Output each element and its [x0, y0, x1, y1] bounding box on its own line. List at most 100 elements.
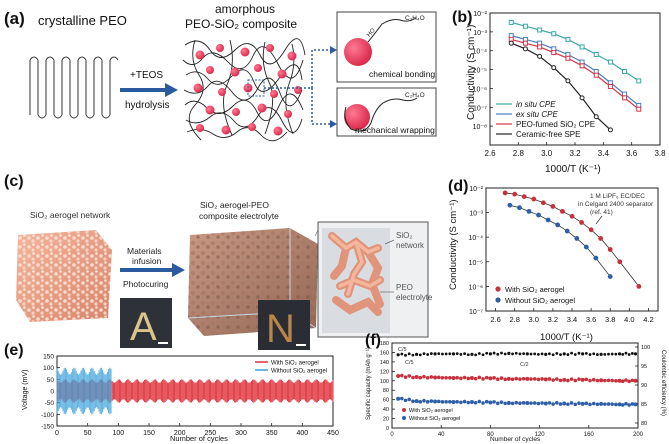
chart-f-y-tick-label: 180: [380, 341, 389, 347]
chart-d-x-tick-label: 3.2: [548, 315, 558, 324]
chart-b-point: [593, 51, 599, 57]
chart-b-point: [537, 27, 543, 33]
chart-e-y-tick-label: 150: [43, 354, 54, 361]
chart-b-point: [551, 65, 557, 71]
chart-f-point-fill: [624, 351, 628, 355]
chart-d-xlabel: 1000/T (K⁻¹): [540, 332, 593, 343]
chart-f-ylabel: Specific capacity (mAh g⁻¹): [366, 347, 372, 420]
chart-d-point: [569, 213, 575, 219]
chart-d-point: [555, 222, 561, 228]
teos-arrow: [120, 83, 178, 97]
chart-e-y-tick-label: 100: [43, 365, 54, 372]
chart-e-legend-label: With SiO₂ aerogel: [271, 361, 319, 367]
chart-e-x-tick-label: 400: [296, 430, 308, 437]
chart-f-legend-label: Without SiO₂ aerogel: [409, 416, 460, 422]
chart-f-point-fill: [511, 352, 514, 356]
chart-b-x-tick-label: 3.4: [598, 149, 610, 158]
chart-b-point: [522, 23, 528, 29]
chart-b-legend-label: PEO-fumed SiO₂ CPE: [516, 120, 595, 129]
chart-f-point-fill: [499, 400, 504, 404]
chart-f-point: [562, 352, 566, 356]
chart-d-y-tick-label: 10⁻²: [469, 186, 483, 193]
chart-b-y-tick-label: 10⁻³: [473, 30, 487, 37]
chart-f-y-tick-label: 140: [380, 360, 389, 366]
inset-network-label: network: [396, 241, 425, 250]
chart-b-series-line: [511, 21, 640, 82]
chart-f-annot-c2: C/2: [520, 362, 529, 368]
chart-f-point-fill: [422, 352, 426, 356]
chart-b-point: [636, 78, 642, 84]
panel-c: (c) SiO₂ aerogel network Materials infus…: [4, 173, 433, 351]
chart-f-point-fill: [403, 375, 408, 379]
chart-f-point: [451, 375, 456, 380]
chart-d-y-tick-label: 10⁻⁴: [469, 235, 484, 242]
chart-f-point-fill: [577, 377, 581, 381]
chart-f-point-fill: [529, 377, 533, 381]
chart-f-point-fill: [584, 351, 588, 355]
chart-d-legend-swatch: [495, 297, 501, 303]
chart-f-point-fill: [555, 352, 559, 355]
panel-f-label: (f): [365, 332, 381, 349]
chart-f-point-fill: [499, 376, 504, 380]
chart-f-point-fill: [566, 402, 570, 407]
chart-b-x-tick-label: 3.2: [569, 149, 581, 158]
chart-f-point-fill: [559, 353, 562, 357]
chart-d-point: [598, 236, 604, 241]
infusion-arrow: [120, 263, 185, 277]
chart-f-point: [506, 376, 511, 381]
chart-d-x-tick-label: 3.6: [586, 315, 596, 324]
chart-b-point: [508, 19, 514, 25]
chart-f-y-tick-label: 20: [383, 417, 389, 423]
chart-f-point-fill: [558, 378, 563, 383]
chart-f-point-fill: [573, 353, 577, 356]
chart-f-point-fill: [521, 376, 526, 381]
chart-f-point-fill: [459, 376, 463, 381]
infusion-label: infusion: [132, 256, 162, 266]
chart-f-point-fill: [481, 377, 485, 381]
chart-f-point-fill: [627, 379, 631, 384]
chart-f-legend-swatch: [402, 416, 406, 420]
chart-f-point: [562, 401, 567, 406]
chart-f-point-fill: [588, 353, 592, 356]
chart-f-point: [633, 352, 638, 356]
chart-b-point: [551, 31, 557, 37]
chart-f-point: [469, 375, 474, 380]
chart-f-point: [617, 402, 622, 407]
chart-f-point-fill: [448, 375, 452, 380]
chart-b-xlabel: 1000/T (K⁻¹): [545, 164, 601, 175]
chart-f-point: [525, 400, 530, 405]
chart-e-y-tick-label: -50: [45, 400, 55, 407]
chart-d: (d) Conductivity (S cm⁻¹) 1000/T (K⁻¹) 1…: [448, 178, 659, 343]
chart-f-point-fill: [630, 402, 635, 406]
chart-d-x-tick-label: 3.0: [529, 315, 539, 324]
chart-f-point-fill: [573, 402, 578, 407]
chart-e-x-tick-label: 100: [112, 430, 124, 437]
chart-f-point-fill: [436, 375, 441, 380]
chart-f-point: [488, 352, 492, 356]
chart-b-x-tick-label: 3.8: [654, 149, 666, 158]
chart-f-point-fill: [429, 399, 434, 403]
chart-f-point-fill: [422, 398, 426, 403]
zoom-inset: SiO₂ network PEO electrolyte: [317, 221, 433, 338]
chart-b-point: [593, 114, 599, 120]
chart-f-point-fill: [620, 403, 625, 407]
chart-b-x-tick-label: 3.0: [541, 149, 553, 158]
chart-f-y-tick-label: 80: [383, 388, 389, 394]
chart-f-point-fill: [532, 377, 537, 381]
chart-f-point: [581, 352, 585, 356]
chart-f-point-fill: [566, 353, 570, 356]
chart-f-point: [633, 378, 638, 383]
chart-f-point-fill: [477, 375, 482, 380]
chart-e-y-tick-label: 50: [47, 377, 55, 384]
composite-label-1: SiO₂ aerogel-PEO: [200, 200, 269, 210]
aerogel-cube-illustration: [16, 230, 112, 322]
chart-f-point-fill: [624, 378, 628, 382]
chart-d-x-tick-label: 3.8: [605, 315, 615, 324]
chart-f-point: [396, 396, 401, 401]
chart-f-point-fill: [474, 353, 478, 357]
chart-f-y-right-tick-label: 85: [641, 402, 647, 408]
chart-f-x-tick-label: 200: [633, 432, 644, 438]
composite-title: PEO-SiO₂ composite: [185, 17, 297, 31]
chart-f-point-fill: [547, 401, 552, 405]
